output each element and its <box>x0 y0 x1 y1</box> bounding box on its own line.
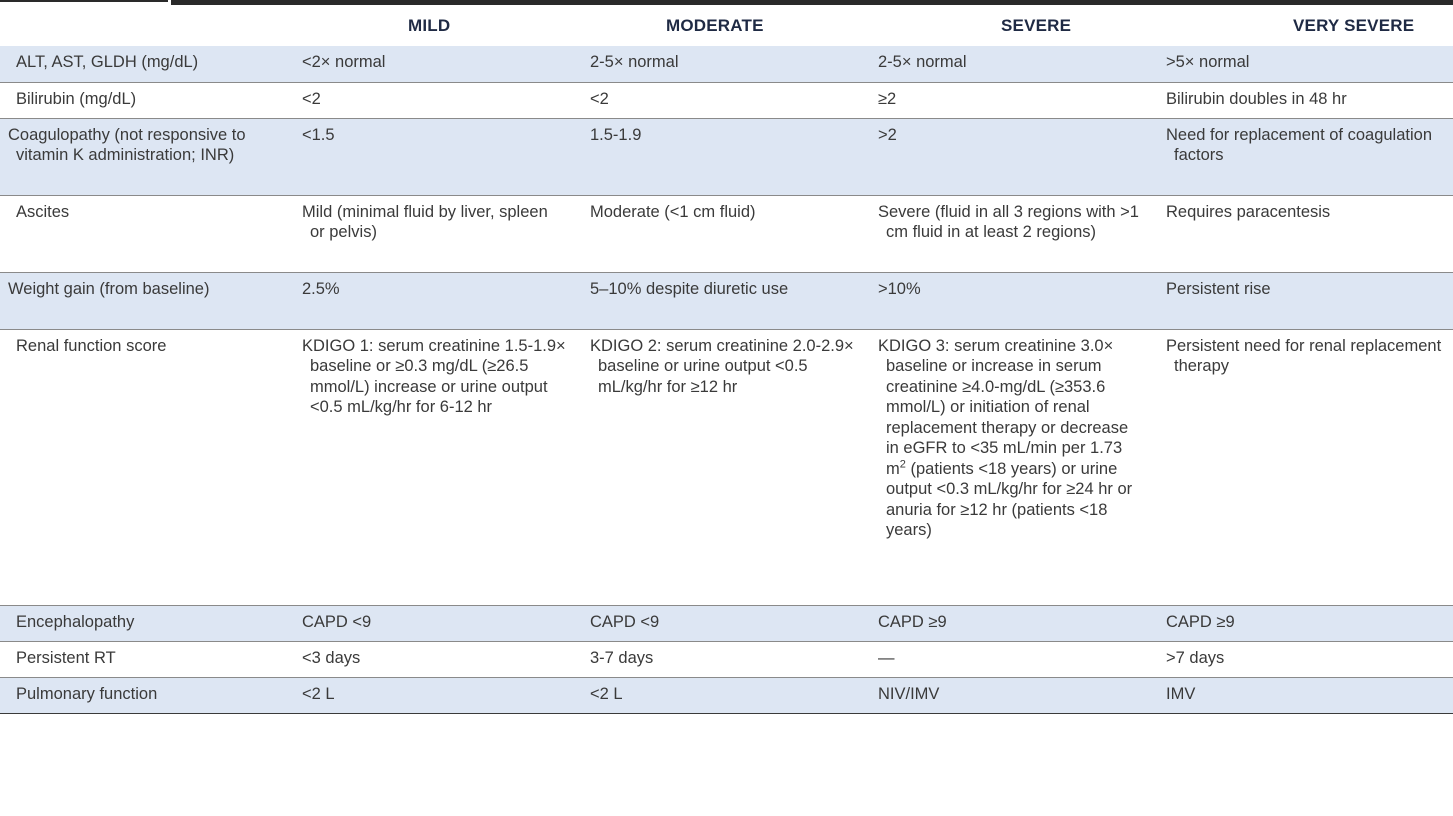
cell-severe: ≥2 <box>862 82 1150 119</box>
header-very-severe: VERY SEVERE <box>1293 16 1415 35</box>
cell-severe: Severe (fluid in all 3 regions with >1 c… <box>862 195 1150 273</box>
top-rule <box>0 0 1453 5</box>
cell-mild: <1.5 <box>286 118 574 196</box>
top-rule-left <box>0 0 168 2</box>
row-label: Coagulopathy (not responsive to vitamin … <box>0 118 286 196</box>
table-row: Bilirubin (mg/dL) <2 <2 ≥2 Bilirubin dou… <box>0 82 1453 119</box>
cell-severe: NIV/IMV <box>862 677 1150 714</box>
cell-very-severe: Need for replacement of coagulation fact… <box>1150 118 1453 196</box>
row-label: Weight gain (from baseline) <box>0 272 286 330</box>
cell-severe: >2 <box>862 118 1150 196</box>
cell-very-severe: Bilirubin doubles in 48 hr <box>1150 82 1453 119</box>
row-label: Renal function score <box>0 329 286 606</box>
cell-mild: <2 <box>286 82 574 119</box>
cell-mild: <2× normal <box>286 46 574 83</box>
cell-mild: Mild (minimal fluid by liver, spleen or … <box>286 195 574 273</box>
table-header: MILD MODERATE SEVERE VERY SEVERE <box>0 6 1453 46</box>
cell-very-severe: CAPD ≥9 <box>1150 605 1453 642</box>
header-mild: MILD <box>408 16 451 35</box>
row-label: ALT, AST, GLDH (mg/dL) <box>0 46 286 83</box>
cell-moderate: 5–10% despite diuretic use <box>574 272 862 330</box>
cell-severe-text: KDIGO 3: serum creatinine 3.0× baseline … <box>878 336 1129 478</box>
table-row: Encephalopathy CAPD <9 CAPD <9 CAPD ≥9 C… <box>0 605 1453 642</box>
table-row: Renal function score KDIGO 1: serum crea… <box>0 329 1453 606</box>
cell-very-severe: >5× normal <box>1150 46 1453 83</box>
cell-moderate: KDIGO 2: serum creatinine 2.0-2.9× basel… <box>574 329 862 606</box>
row-label: Pulmonary function <box>0 677 286 714</box>
row-label: Encephalopathy <box>0 605 286 642</box>
cell-severe: KDIGO 3: serum creatinine 3.0× baseline … <box>862 329 1150 606</box>
cell-very-severe: Persistent rise <box>1150 272 1453 330</box>
cell-severe: >10% <box>862 272 1150 330</box>
cell-moderate: 1.5-1.9 <box>574 118 862 196</box>
table-row: Ascites Mild (minimal fluid by liver, sp… <box>0 195 1453 273</box>
cell-severe: CAPD ≥9 <box>862 605 1150 642</box>
cell-moderate: <2 L <box>574 677 862 714</box>
table-row: Weight gain (from baseline) 2.5% 5–10% d… <box>0 272 1453 330</box>
row-label: Ascites <box>0 195 286 273</box>
cell-very-severe: Requires paracentesis <box>1150 195 1453 273</box>
cell-mild: <2 L <box>286 677 574 714</box>
cell-mild: <3 days <box>286 641 574 678</box>
cell-moderate: 2-5× normal <box>574 46 862 83</box>
cell-severe-tail: (patients <18 years) or urine output <0.… <box>886 459 1133 540</box>
header-corner <box>0 6 286 46</box>
cell-very-severe: IMV <box>1150 677 1453 714</box>
superscript: 2 <box>899 458 906 470</box>
table-row: ALT, AST, GLDH (mg/dL) <2× normal 2-5× n… <box>0 46 1453 83</box>
table-row: Persistent RT <3 days 3-7 days — >7 days <box>0 641 1453 678</box>
cell-severe: — <box>862 641 1150 678</box>
cell-very-severe: >7 days <box>1150 641 1453 678</box>
cell-mild: CAPD <9 <box>286 605 574 642</box>
cell-moderate: CAPD <9 <box>574 605 862 642</box>
row-label: Bilirubin (mg/dL) <box>0 82 286 119</box>
top-rule-right <box>171 0 1453 5</box>
severity-table: MILD MODERATE SEVERE VERY SEVERE ALT, AS… <box>0 6 1453 714</box>
cell-very-severe: Persistent need for renal replacement th… <box>1150 329 1453 606</box>
cell-moderate: Moderate (<1 cm fluid) <box>574 195 862 273</box>
header-moderate: MODERATE <box>666 16 764 35</box>
cell-moderate: 3-7 days <box>574 641 862 678</box>
row-label: Persistent RT <box>0 641 286 678</box>
cell-mild: KDIGO 1: serum creatinine 1.5-1.9× basel… <box>286 329 574 606</box>
table-row: Coagulopathy (not responsive to vitamin … <box>0 118 1453 196</box>
cell-severe: 2-5× normal <box>862 46 1150 83</box>
table-row: Pulmonary function <2 L <2 L NIV/IMV IMV <box>0 677 1453 714</box>
header-severe: SEVERE <box>1001 16 1072 35</box>
cell-moderate: <2 <box>574 82 862 119</box>
cell-mild: 2.5% <box>286 272 574 330</box>
